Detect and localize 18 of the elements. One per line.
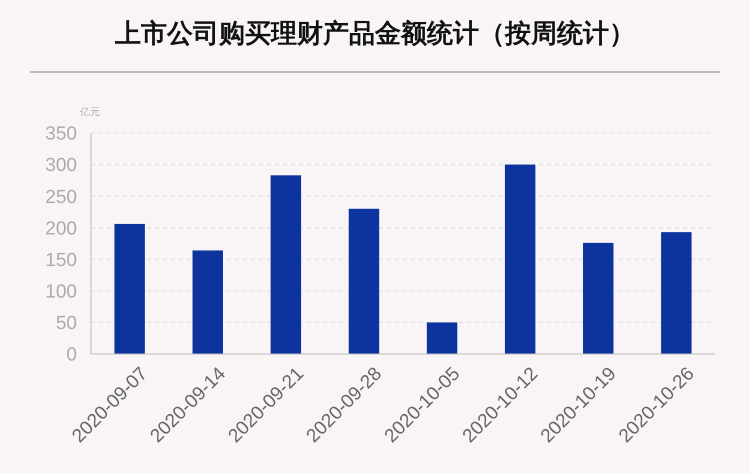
bar	[114, 224, 145, 354]
bar	[270, 175, 302, 354]
y-tick-label: 100	[45, 282, 77, 303]
y-tick-label: 50	[56, 313, 77, 334]
y-axis-title: 亿元	[79, 107, 100, 118]
chart-title: 上市公司购买理财产品金额统计（按周统计）	[114, 18, 635, 48]
y-tick-label: 250	[45, 186, 77, 208]
bar	[426, 322, 458, 354]
bar	[583, 242, 614, 354]
bar	[192, 250, 223, 354]
y-tick-label: 0	[66, 344, 77, 366]
y-tick-label: 350	[45, 124, 77, 145]
bar	[348, 208, 380, 354]
y-tick-label: 200	[45, 218, 77, 240]
bar	[661, 232, 692, 354]
bar	[504, 164, 536, 354]
y-tick-label: 150	[45, 250, 77, 271]
y-tick-label: 300	[45, 155, 77, 176]
